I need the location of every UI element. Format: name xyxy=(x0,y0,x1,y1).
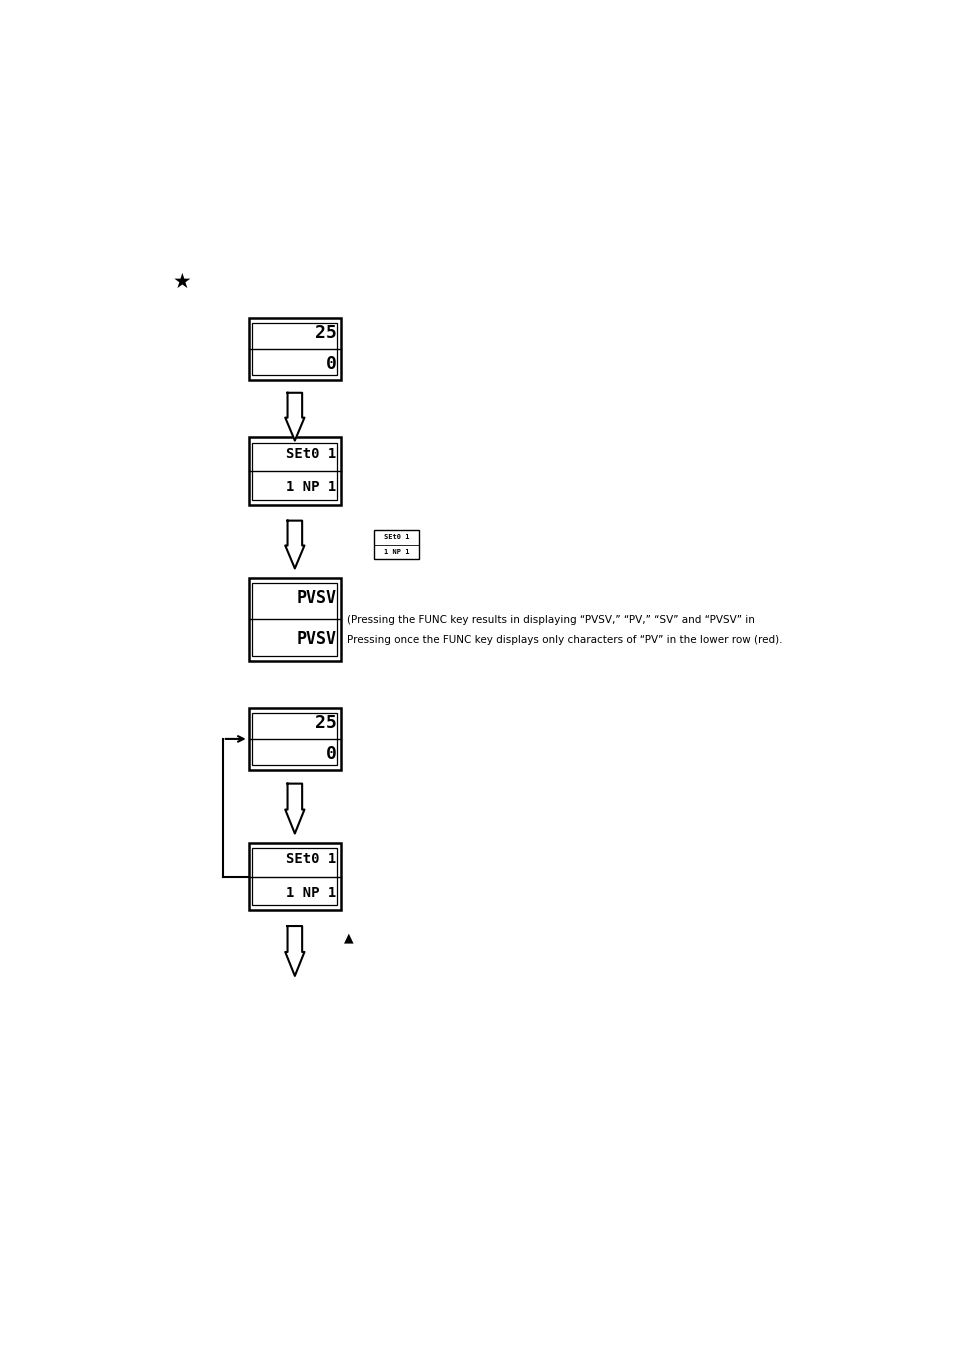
Polygon shape xyxy=(285,521,304,568)
Text: 0: 0 xyxy=(325,355,336,373)
Bar xyxy=(249,842,341,910)
Text: SEt0 1: SEt0 1 xyxy=(286,447,336,460)
Bar xyxy=(252,323,337,375)
Text: 25: 25 xyxy=(314,324,336,342)
Bar xyxy=(249,319,341,381)
Text: 25: 25 xyxy=(314,714,336,732)
Bar xyxy=(252,443,337,500)
Bar xyxy=(252,713,337,765)
Bar xyxy=(252,583,337,656)
Polygon shape xyxy=(285,393,304,440)
Bar xyxy=(374,531,418,559)
Text: 1 NP 1: 1 NP 1 xyxy=(286,481,336,494)
Bar xyxy=(249,578,341,662)
Text: (Pressing the FUNC key results in displaying “PVSV,” “PV,” “SV” and “PVSV” in: (Pressing the FUNC key results in displa… xyxy=(347,616,754,625)
Text: ▲: ▲ xyxy=(343,931,353,944)
Bar xyxy=(249,437,341,505)
Polygon shape xyxy=(285,783,304,833)
Bar xyxy=(252,848,337,906)
Text: PVSV: PVSV xyxy=(296,630,336,648)
Text: 0: 0 xyxy=(325,745,336,763)
Text: SEt0 1: SEt0 1 xyxy=(383,535,409,540)
Text: PVSV: PVSV xyxy=(296,589,336,606)
Text: SEt0 1: SEt0 1 xyxy=(286,852,336,867)
Bar xyxy=(249,707,341,769)
Text: Pressing once the FUNC key displays only characters of “PV” in the lower row (re: Pressing once the FUNC key displays only… xyxy=(347,634,781,645)
Polygon shape xyxy=(285,926,304,976)
Text: ★: ★ xyxy=(172,271,192,292)
Text: 1 NP 1: 1 NP 1 xyxy=(383,549,409,555)
Text: 1 NP 1: 1 NP 1 xyxy=(286,886,336,900)
